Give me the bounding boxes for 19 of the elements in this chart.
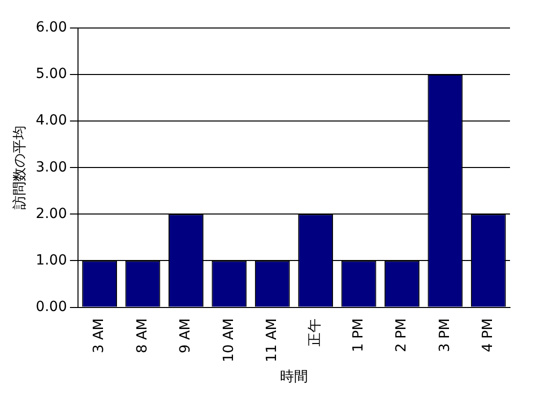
x-tick-label: 10 AM	[220, 318, 237, 362]
y-axis-title: 訪問数の平均	[12, 126, 28, 210]
y-tick-label: 1.00	[36, 252, 67, 268]
x-tick-label: 11 AM	[264, 318, 280, 362]
y-tick-label: 6.00	[36, 20, 67, 36]
x-tick-label: 9 AM	[178, 318, 194, 354]
x-tick-label: 3 AM	[91, 318, 108, 354]
x-tick-label: 4 PM	[480, 318, 496, 352]
x-tick-label: 1 PM	[350, 318, 366, 352]
x-tick-label: 8 AM	[134, 318, 150, 354]
y-tick-label: 0.00	[36, 298, 67, 315]
x-axis-title: 時間	[280, 369, 308, 386]
y-tick-label: 5.00	[36, 66, 67, 82]
x-tick-label: 3 PM	[436, 318, 453, 352]
y-tick-label: 4.00	[36, 112, 67, 129]
x-tick-label: 2 PM	[394, 318, 410, 352]
y-tick-label: 3.00	[36, 159, 67, 176]
y-tick-label: 2.00	[36, 206, 67, 222]
x-tick-label: 正午	[307, 318, 324, 346]
